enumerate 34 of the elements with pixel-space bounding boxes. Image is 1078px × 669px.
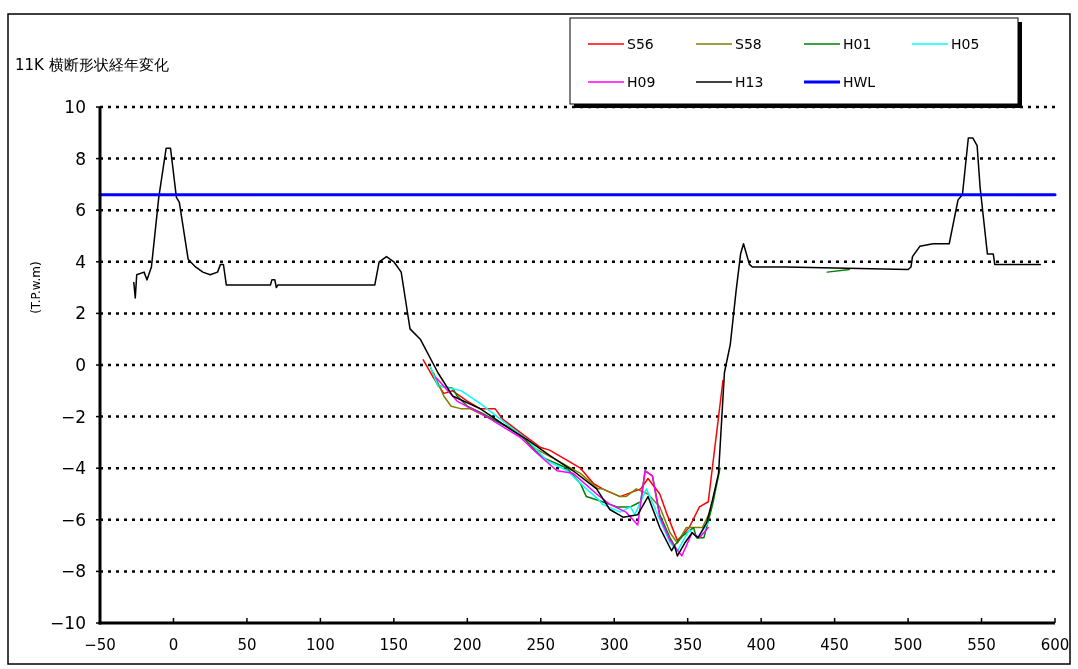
y-tick-label: 10 (64, 97, 86, 117)
y-tick-label: 0 (75, 355, 86, 375)
x-tick-label: 300 (599, 636, 629, 654)
y-tick-label: −2 (60, 406, 86, 427)
y-tick-label: 8 (75, 148, 86, 169)
x-tick-label: 450 (820, 636, 849, 654)
legend-label: S58 (735, 36, 762, 52)
legend-label: H05 (951, 36, 980, 52)
y-tick-label: −10 (50, 613, 86, 633)
x-tick-label: −50 (84, 636, 116, 654)
legend-label: H13 (735, 74, 764, 90)
x-tick-label: 50 (237, 636, 257, 654)
legend-label: HWL (843, 74, 876, 90)
x-tick-label: 350 (673, 636, 703, 654)
x-tick-label: 0 (168, 636, 179, 654)
x-tick-label: 400 (746, 636, 776, 654)
x-tick-label: 150 (379, 636, 409, 654)
legend-label: H01 (843, 36, 872, 52)
x-tick-label: 600 (1040, 636, 1070, 654)
y-tick-label: 4 (75, 251, 86, 272)
legend-label: H09 (627, 74, 656, 90)
y-tick-label: −6 (60, 509, 86, 530)
y-tick-label: −4 (60, 458, 86, 479)
x-tick-label: 500 (893, 636, 923, 654)
x-tick-label: 550 (967, 636, 996, 654)
x-tick-label: 100 (306, 636, 335, 654)
y-tick-label: −8 (60, 561, 86, 582)
x-tick-label: 250 (526, 636, 556, 654)
legend-label: S56 (627, 36, 654, 52)
y-tick-label: 6 (75, 200, 86, 221)
y-tick-label: 2 (75, 303, 86, 324)
chart-title: 11K 横断形状経年変化 (15, 56, 169, 74)
x-tick-label: 200 (452, 636, 482, 654)
y-axis-title: (T.P.w.m) (29, 261, 43, 314)
